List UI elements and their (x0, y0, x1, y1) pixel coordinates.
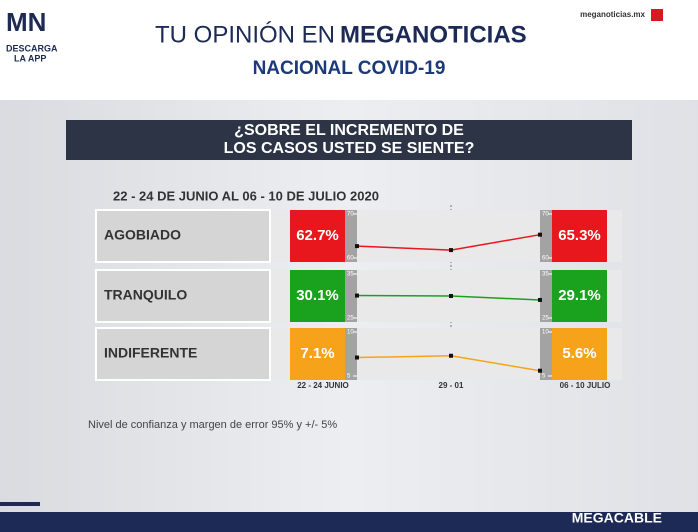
footer-line (0, 502, 40, 506)
point (355, 244, 359, 249)
logo-caption: LA APP (14, 53, 46, 63)
scale-bar (345, 210, 357, 262)
value-label: 5.6% (562, 345, 596, 362)
point (449, 248, 453, 253)
scale-bar (540, 270, 552, 322)
value-label: 62.7% (296, 227, 339, 244)
scale-bar (540, 210, 552, 262)
value-box (552, 328, 607, 380)
scale-bar (345, 328, 357, 380)
value-label: 7.1% (300, 345, 334, 362)
point (355, 293, 359, 298)
label-box (95, 327, 271, 381)
footer-bar (0, 512, 698, 532)
series-name: AGOBIADO (104, 227, 181, 243)
point (449, 353, 453, 358)
site-icon (651, 9, 663, 21)
value-box (290, 328, 345, 380)
tick-label: 60 (542, 256, 549, 262)
title-bold: MEGANOTICIAS (340, 21, 527, 48)
footnote: Nivel de confianza y margen de error 95%… (88, 419, 337, 431)
site: meganoticias.mx (580, 10, 645, 19)
value-box (552, 210, 607, 262)
value-label: 30.1% (296, 287, 339, 304)
subtitle: NACIONAL COVID-19 (253, 58, 446, 79)
tick-label: 25 (347, 316, 354, 322)
series-name: INDIFERENTE (104, 345, 197, 361)
tick-label: 5 (347, 374, 351, 380)
point (538, 368, 542, 373)
point (355, 355, 359, 360)
logo-caption: DESCARGA (6, 43, 58, 53)
question: LOS CASOS USTED SE SIENTE? (224, 140, 475, 157)
label-box (95, 209, 271, 263)
period: 22 - 24 DE JUNIO AL 06 - 10 DE JULIO 202… (113, 188, 379, 203)
label-box (95, 269, 271, 323)
tick-label: 60 (347, 256, 354, 262)
chart: AGOBIADO 62.7% 60 70 65.3% 60 70 TRANQUILO 30.1%… (95, 209, 622, 390)
tick-label: 35 (542, 272, 549, 278)
title-light: TU OPINIÓN EN (155, 21, 335, 48)
header-bg (0, 0, 698, 100)
tick-label: 70 (347, 212, 354, 218)
tick-label: 25 (542, 316, 549, 322)
point (538, 297, 542, 302)
tick-label: 10 (347, 330, 354, 336)
tick-label: 70 (542, 212, 549, 218)
x-tick-label: 22 - 24 JUNIO (297, 381, 349, 390)
question: ¿SOBRE EL INCREMENTO DE (234, 122, 464, 139)
value-box (552, 270, 607, 322)
x-tick-label: 06 - 10 JULIO (560, 381, 611, 390)
footer-brand: MEGACABLE (572, 510, 662, 526)
point (538, 232, 542, 237)
logo: MN (6, 7, 46, 37)
tick-label: 35 (347, 272, 354, 278)
value-label: 29.1% (558, 287, 601, 304)
scale-bar (540, 328, 552, 380)
scale-bar (345, 270, 357, 322)
tick-label: 5 (542, 374, 546, 380)
question-banner (66, 120, 632, 160)
value-box (290, 270, 345, 322)
tick-label: 10 (542, 330, 549, 336)
value-label: 65.3% (558, 227, 601, 244)
point (449, 294, 453, 298)
x-tick-label: 29 - 01 (439, 381, 464, 390)
series-name: TRANQUILO (104, 287, 187, 303)
value-box (290, 210, 345, 262)
